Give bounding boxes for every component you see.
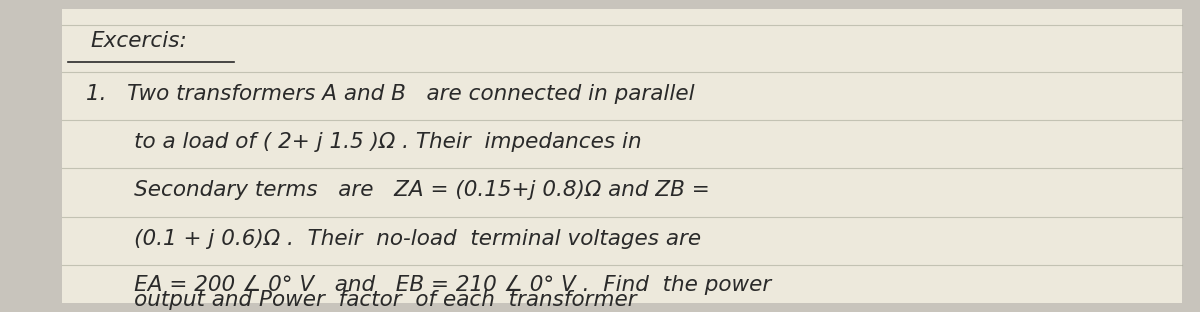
Text: Excercis:: Excercis: xyxy=(90,31,187,51)
Text: Secondary terms   are   ZA = (0.15+j 0.8)Ω and ZB =: Secondary terms are ZA = (0.15+j 0.8)Ω a… xyxy=(86,180,710,200)
Text: EA = 200 ∠ 0° V   and   EB = 210 ∠ 0° V .  Find  the power: EA = 200 ∠ 0° V and EB = 210 ∠ 0° V . Fi… xyxy=(86,275,772,295)
Text: to a load of ( 2+ j 1.5 )Ω . Their  impedances in: to a load of ( 2+ j 1.5 )Ω . Their imped… xyxy=(86,132,642,152)
Text: output and Power  factor  of each  transformer: output and Power factor of each transfor… xyxy=(86,290,637,310)
Text: (0.1 + j 0.6)Ω .  Their  no-load  terminal voltages are: (0.1 + j 0.6)Ω . Their no-load terminal … xyxy=(86,229,702,249)
Text: 1.   Two transformers A and B   are connected in parallel: 1. Two transformers A and B are connecte… xyxy=(86,84,695,104)
FancyBboxPatch shape xyxy=(62,9,1182,303)
